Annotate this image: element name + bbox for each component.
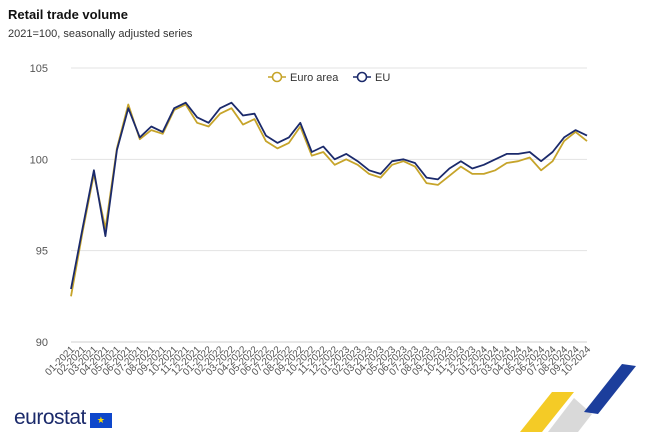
y-axis-ticks: 90 95 100 105 (30, 63, 48, 349)
y-tick-label: 95 (36, 246, 48, 258)
series-lines (70, 101, 588, 297)
eurostat-swoosh-decoration (520, 364, 636, 432)
y-tick-label: 100 (30, 154, 48, 166)
eu-flag-icon: ★ (89, 412, 112, 428)
series-line-eu (70, 101, 588, 290)
legend-item-label: EU (375, 72, 390, 84)
eurostat-logo: eurostat ★ (14, 406, 112, 430)
legend-marker-icon (356, 71, 368, 83)
chart-subtitle: 2021=100, seasonally adjusted series (8, 28, 193, 40)
grid-lines (71, 67, 587, 343)
legend-marker-icon (271, 71, 283, 83)
y-tick-label: 90 (36, 337, 48, 349)
x-axis-ticks: 01-202102-202103-202104-202105-202106-20… (43, 344, 593, 378)
chart-title: Retail trade volume (8, 7, 128, 22)
series-line-euro-area (70, 103, 588, 297)
brand-text: eurostat (14, 406, 86, 429)
legend-item-label: Euro area (290, 72, 339, 84)
y-tick-label: 105 (30, 63, 48, 75)
legend[interactable]: Euro area EU (268, 71, 390, 84)
